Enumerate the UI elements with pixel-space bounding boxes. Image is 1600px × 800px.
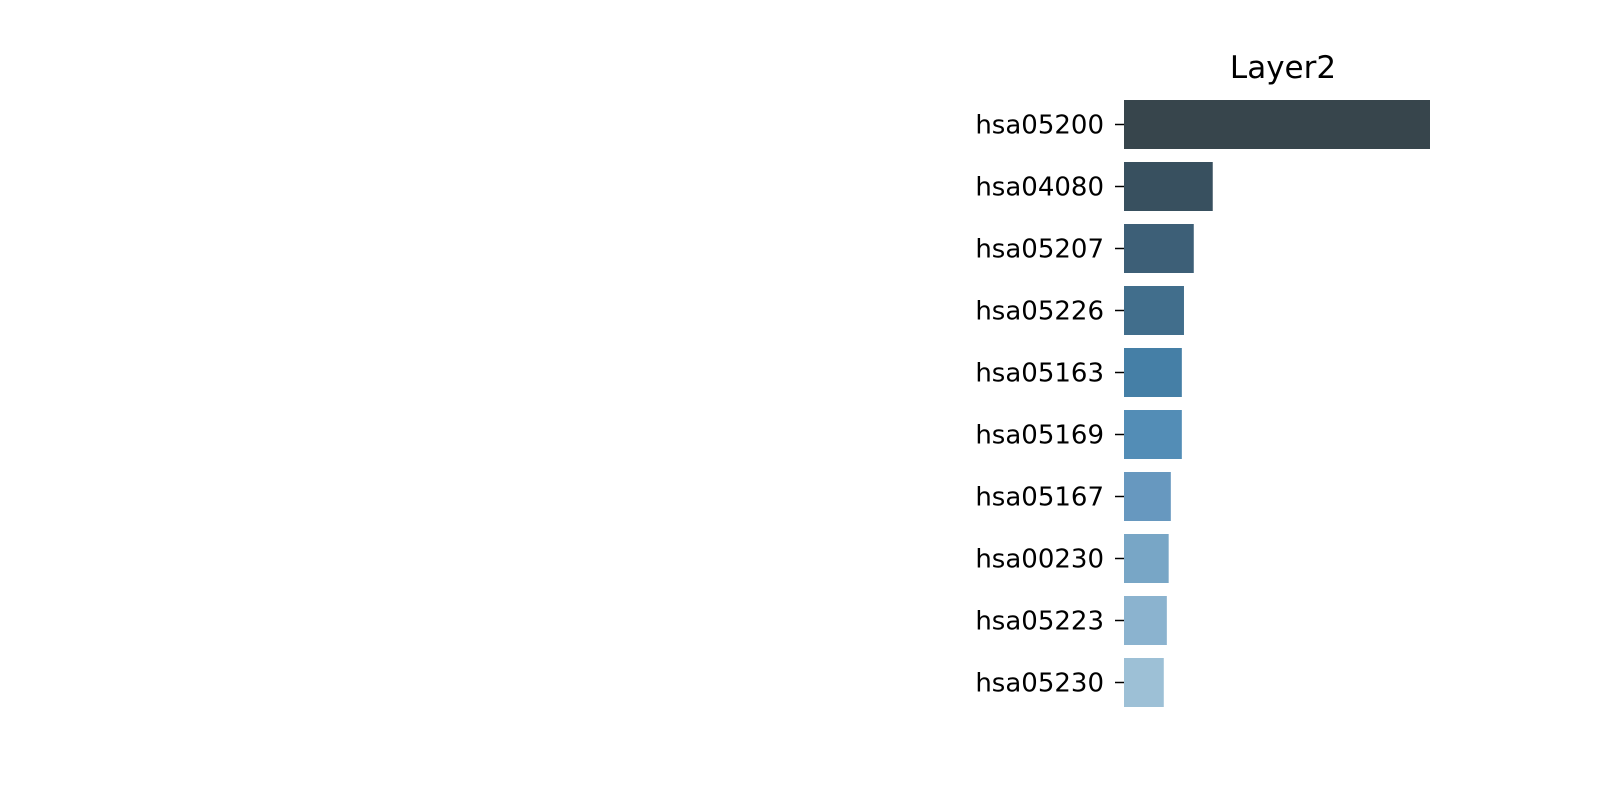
bar-group bbox=[1124, 100, 1430, 707]
bar-hsa04080 bbox=[1124, 162, 1213, 211]
y-tick-label: hsa05163 bbox=[975, 359, 1104, 389]
bar-hsa05230 bbox=[1124, 658, 1164, 707]
chart-title: Layer2 bbox=[1230, 50, 1336, 86]
y-tick-label: hsa04080 bbox=[975, 173, 1104, 203]
bar-hsa05223 bbox=[1124, 596, 1167, 645]
y-tick-label: hsa00230 bbox=[975, 545, 1104, 575]
bar-hsa05163 bbox=[1124, 348, 1182, 397]
bar-hsa05207 bbox=[1124, 224, 1194, 273]
y-tick-label: hsa05200 bbox=[975, 111, 1104, 141]
y-tick-label: hsa05223 bbox=[975, 607, 1104, 637]
bar-hsa05226 bbox=[1124, 286, 1184, 335]
y-tick-label: hsa05169 bbox=[975, 421, 1104, 451]
bar-hsa05200 bbox=[1124, 100, 1430, 149]
y-axis: hsa05200 hsa04080 hsa05207 hsa05226 hsa05163… bbox=[975, 111, 1124, 699]
y-tick-label: hsa05167 bbox=[975, 483, 1104, 513]
y-tick-label: hsa05230 bbox=[975, 669, 1104, 699]
bar-hsa05167 bbox=[1124, 472, 1171, 521]
y-tick-label: hsa05226 bbox=[975, 297, 1104, 327]
bar-hsa05169 bbox=[1124, 410, 1182, 459]
bar-hsa00230 bbox=[1124, 534, 1169, 583]
y-tick-label: hsa05207 bbox=[975, 235, 1104, 265]
